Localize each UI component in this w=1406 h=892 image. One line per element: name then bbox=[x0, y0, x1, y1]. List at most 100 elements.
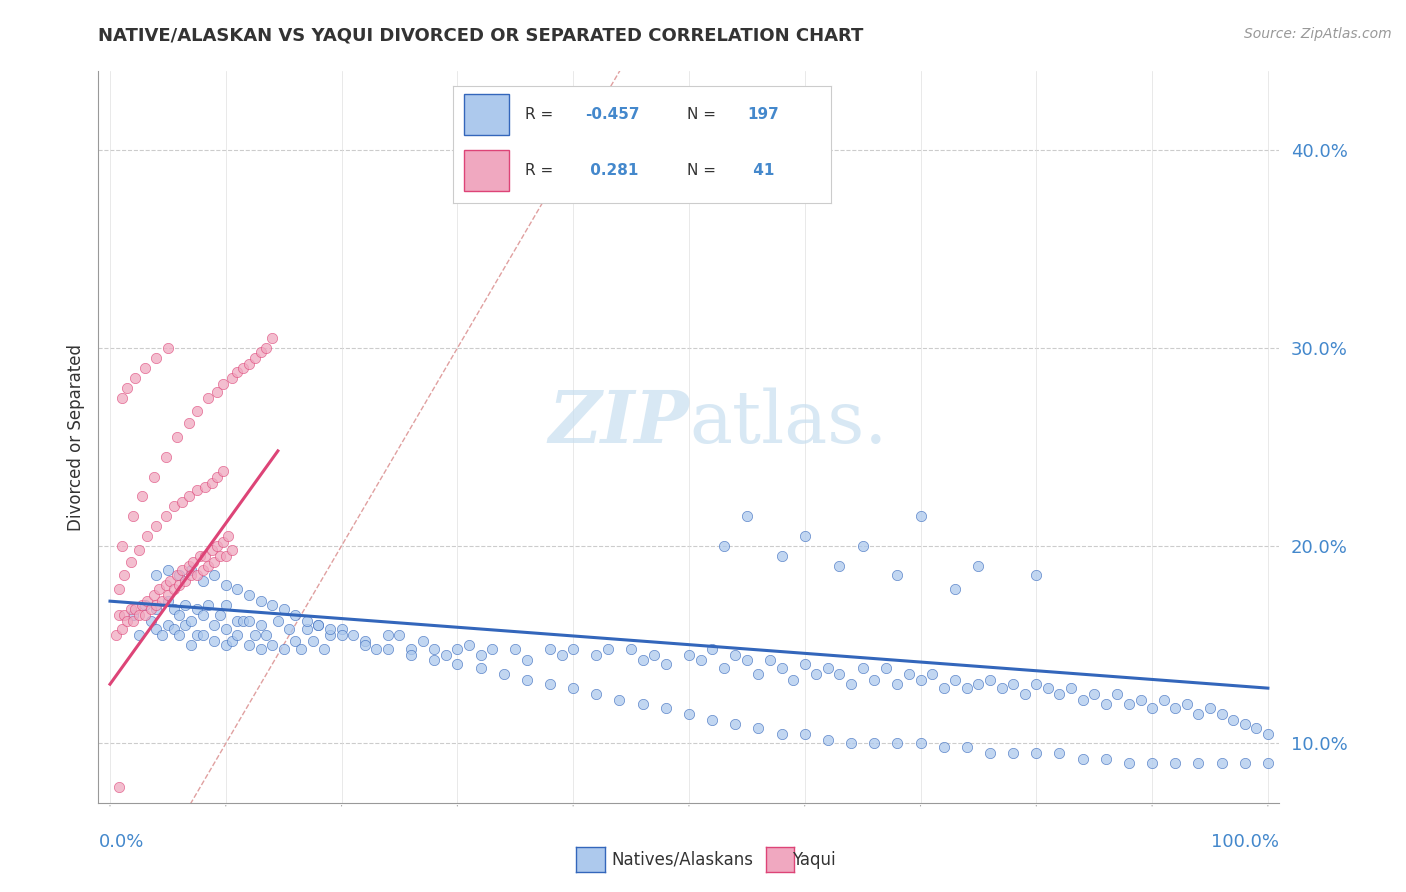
Point bbox=[267, 614, 290, 628]
Point bbox=[215, 578, 238, 592]
Point bbox=[188, 549, 211, 563]
Point bbox=[609, 693, 631, 707]
Point bbox=[631, 653, 654, 667]
Point bbox=[1025, 568, 1047, 582]
Point bbox=[194, 549, 217, 563]
Point bbox=[301, 633, 323, 648]
Point bbox=[713, 661, 735, 675]
Point bbox=[1222, 713, 1244, 727]
Point bbox=[202, 568, 225, 582]
Point bbox=[793, 529, 815, 543]
Point bbox=[1049, 747, 1071, 761]
Point bbox=[221, 542, 243, 557]
Point bbox=[828, 667, 851, 681]
Point bbox=[1257, 756, 1279, 771]
Point bbox=[678, 706, 700, 721]
Point bbox=[117, 381, 139, 395]
Point bbox=[366, 641, 388, 656]
Point bbox=[205, 469, 228, 483]
Point bbox=[1129, 693, 1152, 707]
Point bbox=[186, 602, 208, 616]
Point bbox=[169, 568, 191, 582]
Point bbox=[290, 641, 312, 656]
Point bbox=[226, 365, 249, 379]
Point bbox=[191, 628, 214, 642]
Point bbox=[1025, 747, 1047, 761]
Point bbox=[180, 638, 202, 652]
Point bbox=[139, 602, 162, 616]
Point bbox=[689, 653, 711, 667]
Point bbox=[186, 483, 208, 498]
Point bbox=[166, 430, 188, 444]
Point bbox=[585, 687, 607, 701]
Point bbox=[886, 568, 908, 582]
Point bbox=[979, 673, 1001, 688]
Point bbox=[145, 519, 167, 533]
Point bbox=[163, 582, 186, 597]
Point bbox=[585, 648, 607, 662]
Point bbox=[156, 618, 179, 632]
Point bbox=[134, 360, 156, 375]
Point bbox=[174, 618, 197, 632]
Point bbox=[1211, 756, 1233, 771]
Point bbox=[249, 641, 271, 656]
Point bbox=[1049, 687, 1071, 701]
Point bbox=[1164, 701, 1187, 715]
Point bbox=[399, 648, 422, 662]
Point bbox=[1140, 701, 1163, 715]
Point bbox=[191, 562, 214, 576]
Point bbox=[793, 726, 815, 740]
Point bbox=[956, 740, 979, 755]
Point bbox=[793, 657, 815, 672]
Point bbox=[202, 633, 225, 648]
Point bbox=[120, 602, 142, 616]
Point bbox=[278, 622, 301, 636]
Text: Source: ZipAtlas.com: Source: ZipAtlas.com bbox=[1244, 27, 1392, 41]
Point bbox=[117, 614, 139, 628]
Point bbox=[713, 539, 735, 553]
Point bbox=[1118, 756, 1140, 771]
Point bbox=[139, 614, 162, 628]
Point bbox=[620, 641, 643, 656]
Point bbox=[243, 628, 266, 642]
Point bbox=[205, 539, 228, 553]
Point bbox=[238, 638, 260, 652]
Point bbox=[215, 622, 238, 636]
Point bbox=[412, 633, 434, 648]
Point bbox=[156, 594, 179, 608]
Point bbox=[353, 633, 375, 648]
Point bbox=[104, 628, 127, 642]
Point bbox=[921, 667, 943, 681]
Point bbox=[180, 614, 202, 628]
Point bbox=[170, 562, 193, 576]
Point bbox=[131, 489, 153, 503]
Point bbox=[388, 628, 411, 642]
Point bbox=[143, 588, 166, 602]
Point bbox=[226, 614, 249, 628]
Point bbox=[201, 542, 224, 557]
Point bbox=[273, 602, 295, 616]
Point bbox=[747, 667, 769, 681]
Point bbox=[1187, 756, 1209, 771]
Point bbox=[128, 628, 150, 642]
Point bbox=[273, 641, 295, 656]
Point bbox=[458, 638, 481, 652]
Text: 100.0%: 100.0% bbox=[1212, 833, 1279, 851]
Point bbox=[197, 391, 219, 405]
Text: atlas.: atlas. bbox=[689, 387, 887, 458]
Point bbox=[817, 732, 839, 747]
Point bbox=[177, 558, 200, 573]
Point bbox=[238, 588, 260, 602]
Point bbox=[254, 628, 277, 642]
Point bbox=[932, 681, 955, 695]
Point bbox=[782, 673, 804, 688]
Point bbox=[156, 588, 179, 602]
Point bbox=[174, 598, 197, 612]
Point bbox=[852, 661, 875, 675]
Point bbox=[1083, 687, 1105, 701]
Point bbox=[735, 509, 758, 524]
Point bbox=[747, 721, 769, 735]
Text: Natives/Alaskans: Natives/Alaskans bbox=[612, 851, 754, 869]
Point bbox=[1094, 697, 1116, 711]
Point bbox=[562, 641, 585, 656]
